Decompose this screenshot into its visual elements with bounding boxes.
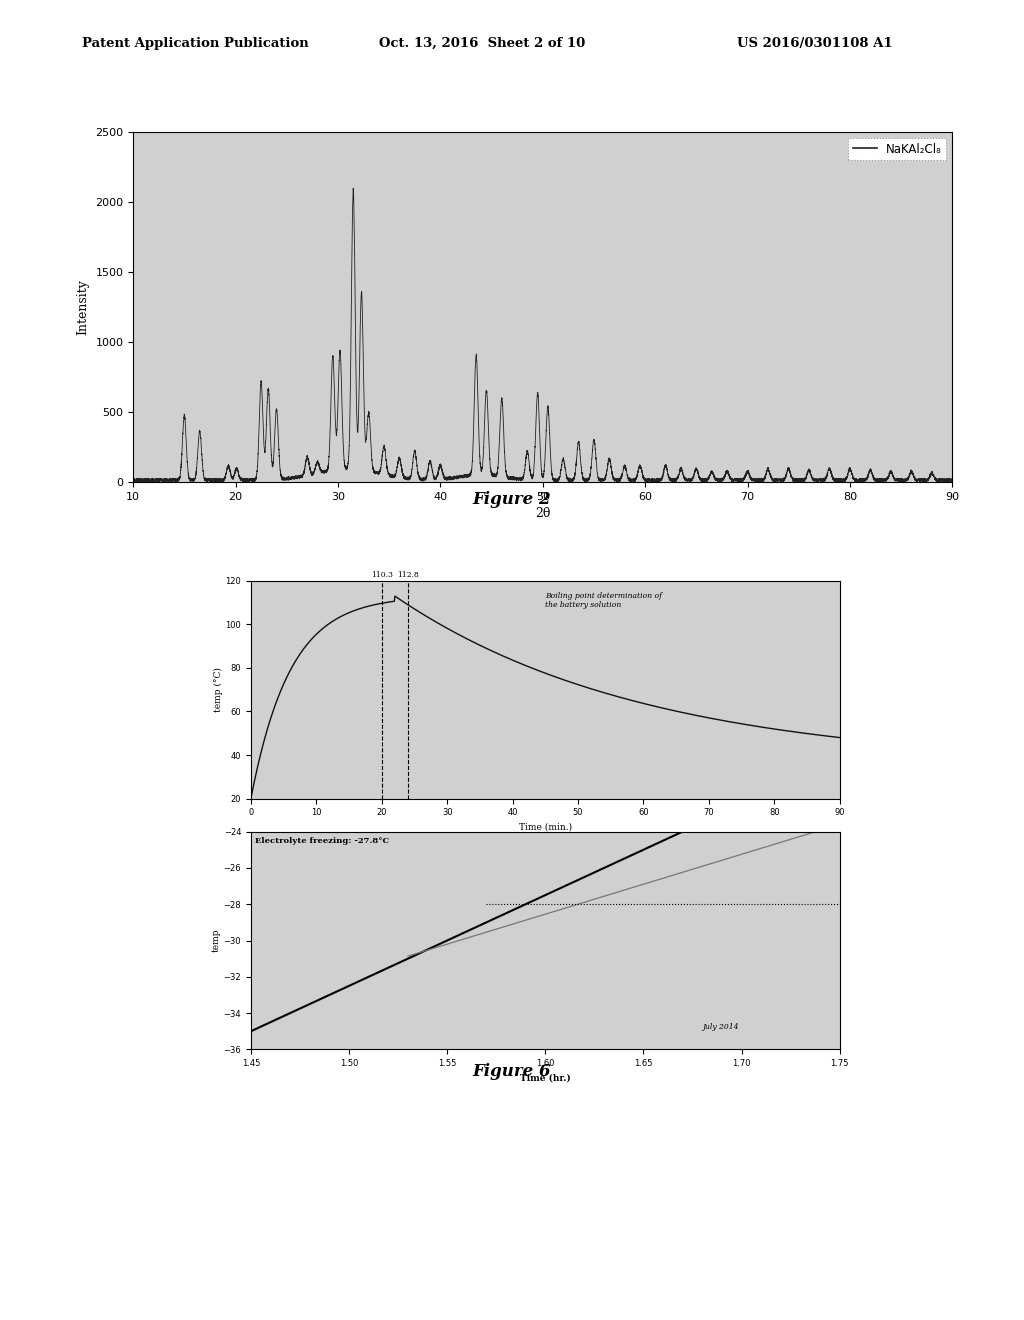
Text: July 2014: July 2014 [702,1023,738,1031]
Text: Figure 2: Figure 2 [473,491,551,508]
Text: Patent Application Publication: Patent Application Publication [82,37,308,50]
Text: Figure 6: Figure 6 [473,1063,551,1080]
Legend: NaKAl₂Cl₈: NaKAl₂Cl₈ [848,137,946,160]
Text: Oct. 13, 2016  Sheet 2 of 10: Oct. 13, 2016 Sheet 2 of 10 [379,37,585,50]
X-axis label: Time (hr.): Time (hr.) [520,1073,570,1082]
X-axis label: Time (min.): Time (min.) [519,822,571,832]
Text: US 2016/0301108 A1: US 2016/0301108 A1 [737,37,893,50]
Y-axis label: Intensity: Intensity [77,279,90,335]
X-axis label: 2θ: 2θ [535,507,551,520]
Text: Electrolyte freezing: -27.8°C: Electrolyte freezing: -27.8°C [255,837,389,845]
Y-axis label: temp (°C): temp (°C) [214,668,222,711]
Text: 112.8: 112.8 [397,570,419,578]
Text: Boiling point determination of
the battery solution: Boiling point determination of the batte… [545,591,663,609]
Y-axis label: temp: temp [212,929,220,952]
Text: 110.3: 110.3 [371,570,393,578]
